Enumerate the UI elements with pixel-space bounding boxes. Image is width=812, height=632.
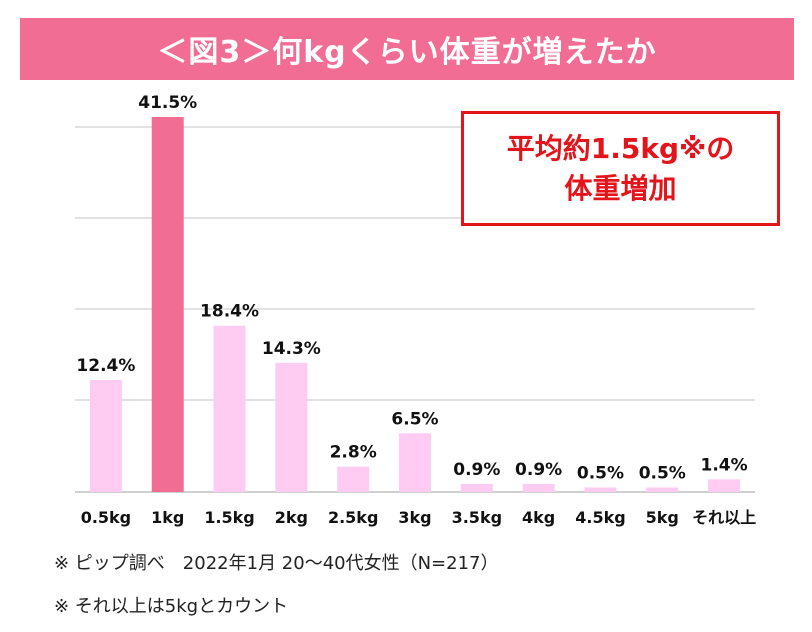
chart-title: ＜図3＞何kgくらい体重が増えたか <box>157 35 657 70</box>
bar-1kg <box>151 117 184 492</box>
x-tick-label: 2kg <box>275 508 308 527</box>
bar-4kg <box>522 483 555 492</box>
bar-chart: 12.4% 0.5kg 41.5% 1kg 18.4% 1.5kg 14.3% 2kg 2.8%… <box>75 93 756 527</box>
x-tick-label: それ以上 <box>692 508 756 527</box>
x-tick-label: 4kg <box>522 508 555 527</box>
bar-4.5kg <box>584 487 617 492</box>
x-tick-label: 1.5kg <box>204 508 254 527</box>
data-label: 18.4% <box>200 302 259 322</box>
x-tick-label: 5kg <box>646 508 679 527</box>
data-label: 14.3% <box>262 339 321 359</box>
data-label: 0.9% <box>515 460 562 480</box>
bar-それ以上 <box>708 479 741 492</box>
callout-line-2: 体重増加 <box>564 171 677 205</box>
bar-3.5kg <box>460 483 493 492</box>
bar-3kg <box>399 433 431 492</box>
footnote-counting-rule: ※ それ以上は5kgとカウント <box>54 596 289 617</box>
x-tick-label: 4.5kg <box>575 508 625 527</box>
data-label: 0.5% <box>577 463 624 483</box>
x-tick-label: 0.5kg <box>81 508 131 527</box>
x-tick-label: 2.5kg <box>328 508 378 527</box>
data-label: 0.5% <box>639 463 686 483</box>
data-label: 6.5% <box>391 409 438 429</box>
bar-1.5kg <box>213 325 246 492</box>
bar-0.5kg <box>89 379 122 492</box>
callout-line-1: 平均約1.5kg※の <box>506 131 735 165</box>
bar-2kg <box>275 362 308 492</box>
data-label: 12.4% <box>76 356 135 376</box>
data-label: 0.9% <box>453 460 500 480</box>
bar-2.5kg <box>337 466 370 492</box>
average-callout: 平均約1.5kg※の 体重増加 <box>461 111 780 226</box>
data-label: 41.5% <box>138 93 197 113</box>
x-tick-label: 3kg <box>398 508 431 527</box>
data-label: 2.8% <box>330 443 377 463</box>
data-label: 1.4% <box>701 455 748 475</box>
x-tick-label: 1kg <box>151 508 184 527</box>
x-tick-label: 3.5kg <box>452 508 502 527</box>
bar-5kg <box>646 487 679 492</box>
footnote-source: ※ ピップ調べ 2022年1月 20〜40代女性（N=217） <box>54 553 499 574</box>
title-banner: ＜図3＞何kgくらい体重が増えたか <box>20 18 794 80</box>
